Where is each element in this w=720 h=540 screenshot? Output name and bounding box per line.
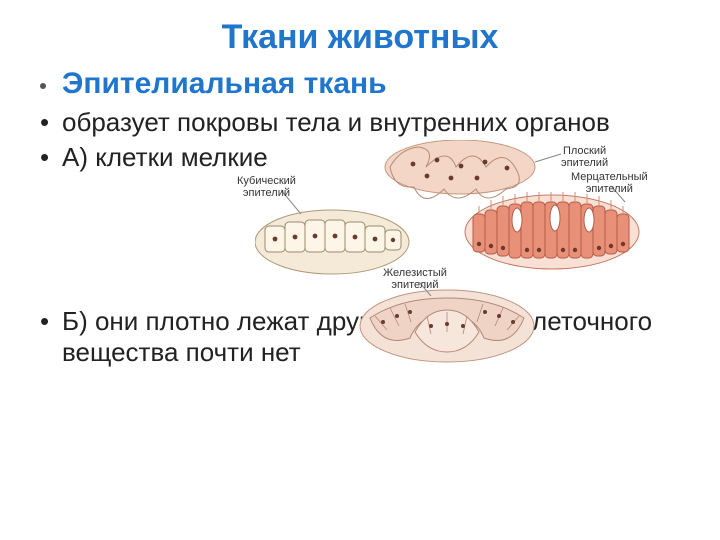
label-ciliated: Мерцательныйэпителий — [571, 172, 648, 195]
slide-title: Ткани животных — [40, 18, 680, 57]
label-glandular: Железистыйэпителий — [383, 268, 447, 291]
slide-subtitle: Эпителиальная ткань — [62, 67, 387, 101]
label-cuboid: Кубическийэпителий — [237, 176, 296, 199]
label-flat: Плоскийэпителий — [561, 146, 608, 169]
ciliated-epithelium-icon — [465, 192, 639, 269]
glandular-epithelium-icon — [360, 290, 534, 362]
bullet-mark: • — [40, 142, 54, 173]
bullet-text: А) клетки мелкие — [62, 142, 268, 173]
bullet-mark: • — [40, 306, 54, 337]
bullet-dot-icon — [40, 83, 46, 89]
bullet-1: • образует покровы тела и внутренних орг… — [32, 107, 680, 138]
subtitle-row: Эпителиальная ткань — [32, 67, 680, 101]
cuboidal-epithelium-icon — [255, 210, 409, 274]
epithelium-diagram: Плоскийэпителий Кубическийэпителий Мерца… — [255, 140, 685, 370]
bullet-mark: • — [40, 107, 54, 138]
bullet-text: образует покровы тела и внутренних орган… — [62, 107, 610, 138]
slide: Ткани животных Эпителиальная ткань • обр… — [0, 0, 720, 540]
flat-epithelium-icon — [385, 140, 535, 199]
